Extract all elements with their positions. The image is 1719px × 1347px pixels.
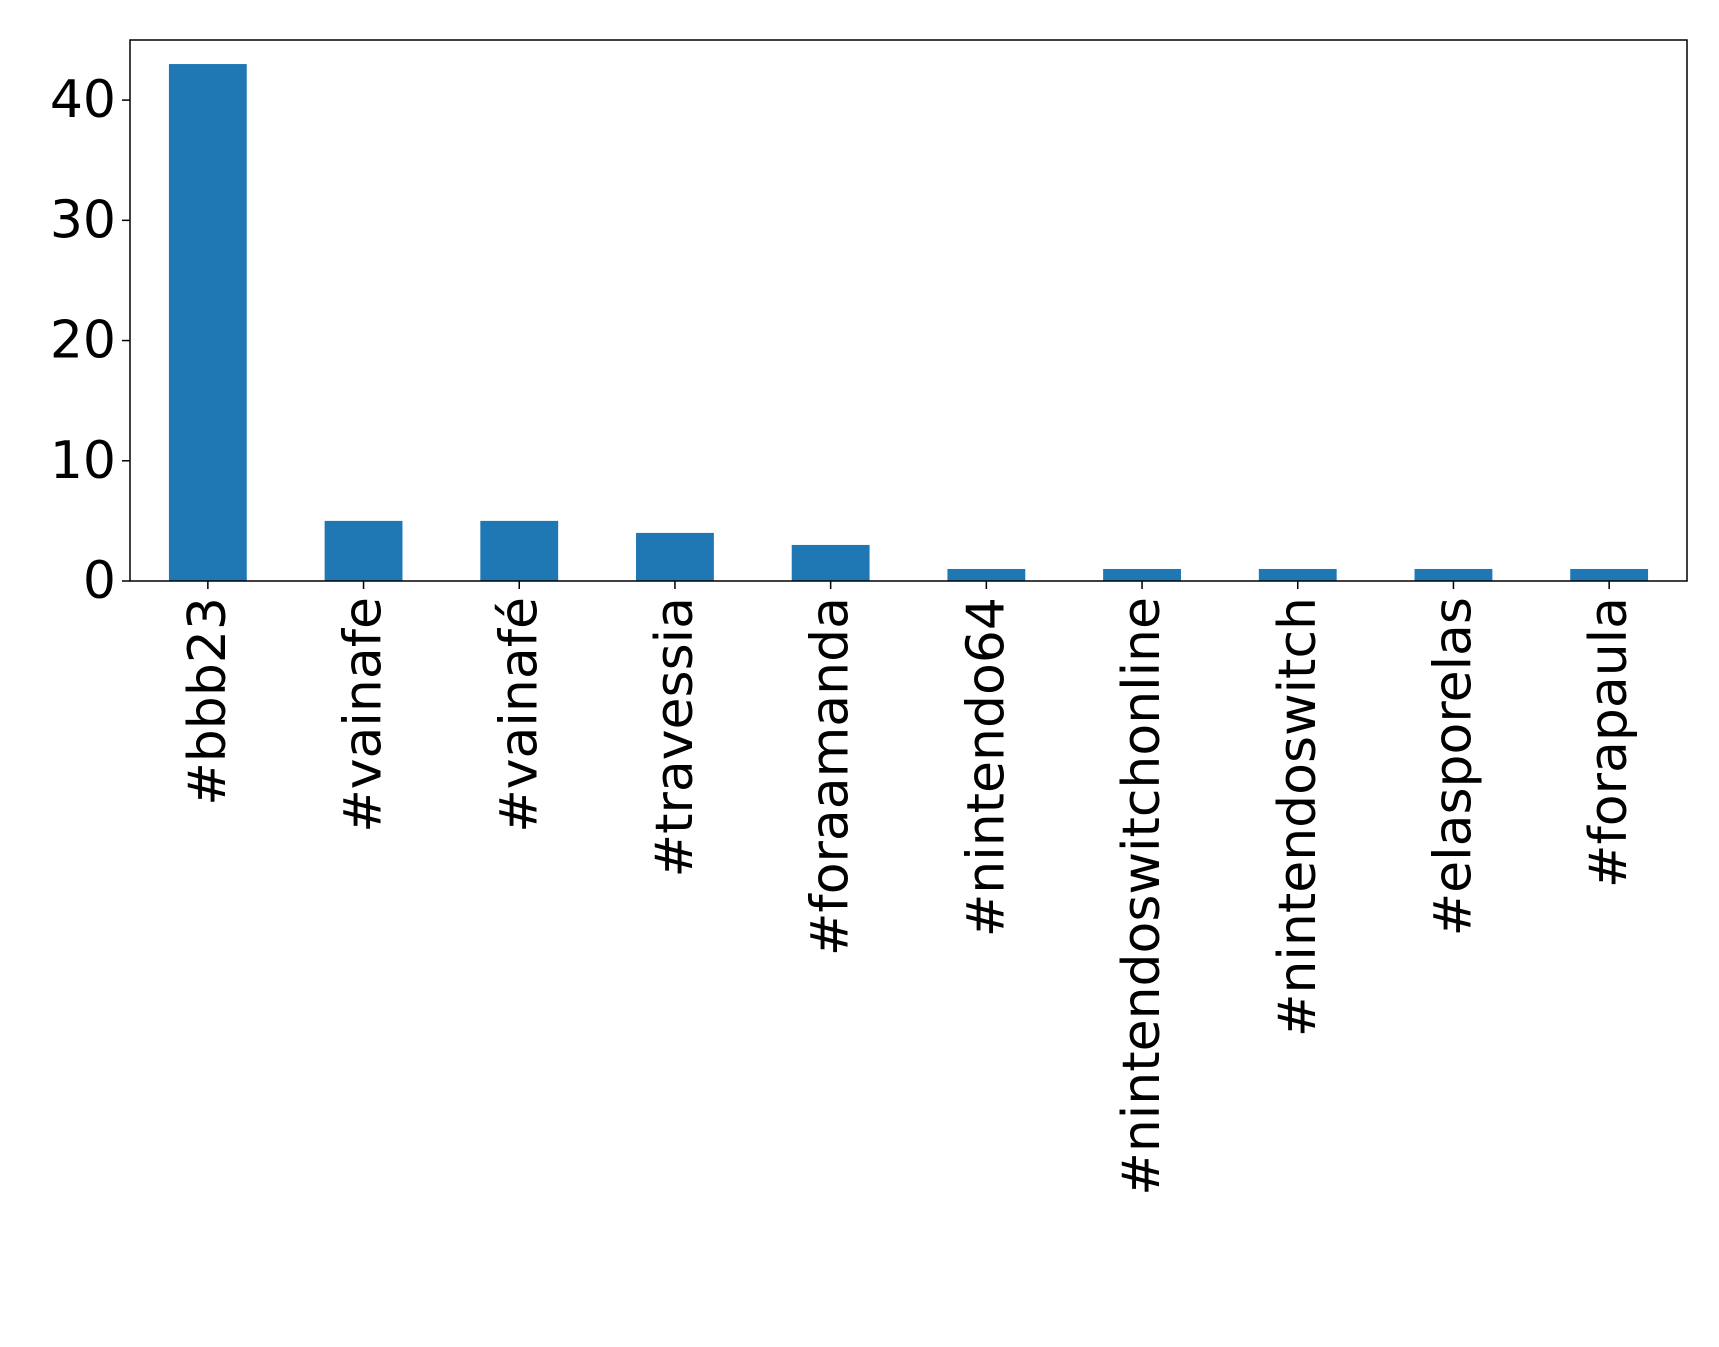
bar xyxy=(947,568,1026,581)
x-axis: #bbb23 #vainafe #vainafé #travessia #foraama… xyxy=(178,581,1639,1196)
bar xyxy=(1570,568,1649,581)
x-tick-label: #foraamanda xyxy=(801,597,861,956)
bar xyxy=(1414,568,1493,581)
y-tick-label: 0 xyxy=(83,551,116,611)
bar xyxy=(1103,568,1181,581)
x-tick-label: #nintendoswitch xyxy=(1268,597,1328,1037)
y-tick-label: 20 xyxy=(50,311,116,371)
x-tick-label: #forapaula xyxy=(1579,597,1639,888)
x-tick-label: #elasporelas xyxy=(1423,597,1483,936)
y-tick-label: 40 xyxy=(50,70,116,130)
bar xyxy=(168,64,247,582)
x-tick-label: #nintendoswitchonline xyxy=(1112,597,1172,1196)
y-tick-label: 30 xyxy=(50,190,116,250)
x-tick-label: #travessia xyxy=(645,597,705,877)
x-tick-label: #nintendo64 xyxy=(956,597,1016,937)
x-tick-label: #vainafe xyxy=(334,597,394,833)
bar xyxy=(791,544,870,581)
y-axis: 0 10 20 30 40 xyxy=(50,70,130,611)
y-tick-label: 10 xyxy=(50,431,116,491)
bar xyxy=(324,520,403,581)
bars xyxy=(168,64,1649,582)
x-tick-label: #bbb23 xyxy=(178,597,238,806)
bar xyxy=(636,532,714,581)
bar xyxy=(480,520,559,581)
bar xyxy=(1258,568,1337,581)
x-tick-label: #vainafé xyxy=(489,597,549,833)
plot-frame xyxy=(129,39,1688,582)
